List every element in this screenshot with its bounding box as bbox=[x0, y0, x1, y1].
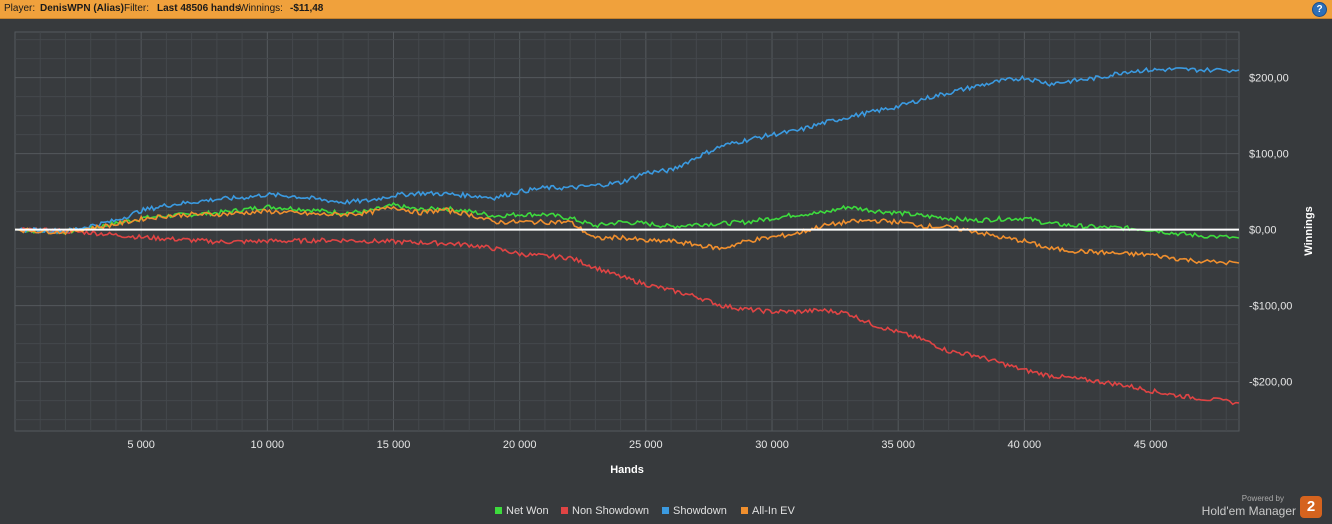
question-icon[interactable]: ? bbox=[1312, 2, 1327, 17]
x-tick-label: 10 000 bbox=[251, 439, 285, 451]
plot-area bbox=[14, 31, 1240, 432]
non-showdown-swatch bbox=[561, 507, 568, 514]
allin-ev-swatch bbox=[741, 507, 748, 514]
legend-label-allin-ev: All-In EV bbox=[752, 505, 795, 517]
x-tick-label: 45 000 bbox=[1134, 439, 1168, 451]
series-line-non-showdown bbox=[14, 226, 1240, 406]
legend-label-non-showdown: Non Showdown bbox=[572, 505, 650, 517]
legend-label-showdown: Showdown bbox=[673, 505, 727, 517]
legend-item-allin-ev[interactable]: All-In EV bbox=[741, 505, 795, 517]
y-tick-label: -$200,00 bbox=[1249, 377, 1292, 389]
y-axis-ticks: $200,00 $100,00 $0,00 -$100,00 -$200,00 bbox=[1249, 73, 1292, 389]
x-tick-label: 30 000 bbox=[755, 439, 789, 451]
series-lines bbox=[14, 66, 1240, 406]
x-tick-label: 5 000 bbox=[127, 439, 155, 451]
y-tick-label: -$100,00 bbox=[1249, 301, 1292, 313]
legend-label-net-won: Net Won bbox=[506, 505, 549, 517]
winnings-graph: 5 000 10 000 15 000 20 000 25 000 30 000 35 00… bbox=[14, 31, 1315, 476]
legend-item-net-won[interactable]: Net Won bbox=[495, 505, 549, 517]
player-info-bar: Player: DenisWPN (Alias) Filter: Last 48… bbox=[0, 0, 1332, 19]
x-tick-label: 35 000 bbox=[881, 439, 915, 451]
legend-item-non-showdown[interactable]: Non Showdown bbox=[561, 505, 649, 517]
y-tick-label: $200,00 bbox=[1249, 73, 1289, 85]
winnings-label: Winnings: bbox=[239, 3, 283, 14]
y-tick-label: $100,00 bbox=[1249, 149, 1289, 161]
x-axis-title: Hands bbox=[610, 464, 644, 476]
series-line-showdown bbox=[14, 66, 1240, 235]
x-tick-label: 15 000 bbox=[377, 439, 411, 451]
filter-value: Last 48506 hands bbox=[157, 3, 241, 14]
x-tick-label: 20 000 bbox=[503, 439, 537, 451]
y-tick-label: $0,00 bbox=[1249, 225, 1277, 237]
player-label: Player: bbox=[4, 3, 36, 14]
showdown-swatch bbox=[662, 507, 669, 514]
filter-label: Filter: bbox=[124, 3, 149, 14]
net-won-swatch bbox=[495, 507, 502, 514]
brand-name: Hold'em Manager bbox=[1201, 504, 1296, 518]
x-axis-ticks: 5 000 10 000 15 000 20 000 25 000 30 000 35 00… bbox=[127, 439, 1167, 451]
x-tick-label: 25 000 bbox=[629, 439, 663, 451]
grid-lines bbox=[15, 32, 1239, 431]
winnings-value: -$11,48 bbox=[290, 3, 324, 14]
hm2-logo-icon: 2 bbox=[1300, 496, 1322, 518]
series-line-all-in-ev bbox=[14, 205, 1240, 266]
player-name: DenisWPN (Alias) bbox=[40, 3, 124, 14]
powered-by-text: Powered by bbox=[1241, 494, 1284, 503]
y-axis-title: Winnings bbox=[1303, 206, 1315, 255]
legend-item-showdown[interactable]: Showdown bbox=[662, 505, 727, 517]
x-tick-label: 40 000 bbox=[1008, 439, 1042, 451]
